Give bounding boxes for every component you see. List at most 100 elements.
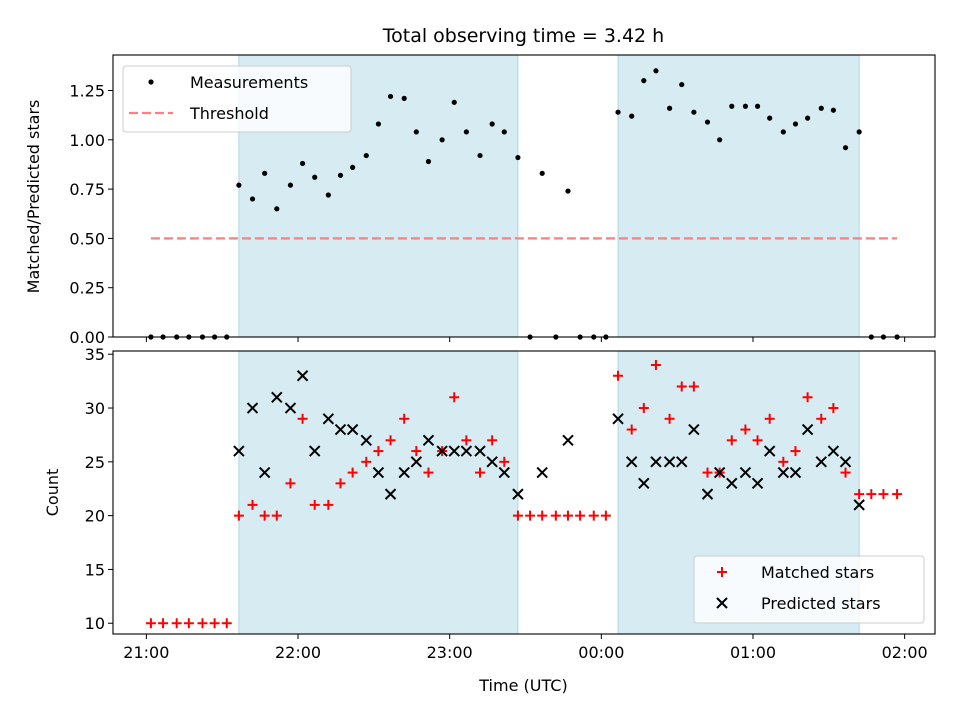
top-point-0-49 — [767, 115, 773, 121]
top-point-0-9 — [262, 170, 268, 176]
bottom-point-1-16 — [436, 445, 448, 457]
bottom-shaded-span-0 — [238, 350, 519, 635]
bottom-point-1-20 — [486, 456, 498, 468]
bottom-point-0-4 — [197, 618, 208, 629]
bottom-point-0-31 — [537, 510, 548, 521]
bottom-point-1-19 — [474, 445, 486, 457]
bottom-point-0-0 — [145, 618, 156, 629]
top-point-0-11 — [287, 182, 294, 188]
bottom-point-1-17 — [448, 445, 460, 457]
bottom-point-1-4 — [284, 402, 297, 414]
bottom-point-0-40 — [650, 359, 661, 370]
bottom-frame — [112, 350, 936, 635]
bottom-legend: Matched stars Predicted stars — [693, 555, 925, 624]
bottom-y-tick-label-1: 15 — [85, 560, 105, 579]
bottom-y-axis-label: Count — [43, 469, 62, 517]
bottom-point-1-18 — [460, 445, 473, 457]
top-point-0-47 — [742, 103, 749, 109]
top-point-0-31 — [539, 170, 545, 176]
top-point-0-19 — [387, 93, 394, 100]
top-point-0-22 — [425, 158, 432, 165]
bottom-point-0-19 — [385, 435, 396, 446]
bottom-point-0-32 — [550, 510, 561, 521]
bottom-point-1-26 — [625, 456, 638, 468]
bottom-legend-label-0: Matched stars — [761, 563, 874, 582]
top-point-0-53 — [818, 105, 824, 111]
bottom-point-0-54 — [828, 403, 839, 414]
bottom-point-1-34 — [726, 477, 738, 490]
top-point-0-44 — [704, 119, 711, 125]
top-legend-box — [122, 65, 352, 133]
top-point-0-43 — [691, 109, 697, 115]
bottom-point-0-41 — [664, 413, 675, 424]
bottom-point-1-43 — [839, 456, 852, 468]
top-point-0-23 — [439, 137, 445, 143]
bottom-point-1-39 — [789, 466, 802, 479]
bottom-point-0-30 — [525, 510, 536, 521]
top-point-0-28 — [501, 129, 507, 135]
top-point-0-13 — [312, 174, 318, 180]
bottom-point-0-55 — [840, 467, 851, 478]
bottom-point-0-6 — [221, 618, 232, 629]
bottom-point-0-13 — [309, 499, 320, 510]
bottom-point-1-35 — [739, 466, 752, 479]
top-y-axis-label: Matched/Predicted stars — [24, 100, 43, 294]
bottom-y-tick-label-3: 25 — [85, 453, 105, 472]
top-frame — [112, 54, 936, 338]
top-y-tick-label-2: 0.50 — [69, 229, 105, 248]
top-point-0-48 — [754, 103, 761, 109]
bottom-point-1-30 — [676, 456, 688, 468]
bottom-y-tick-label-0: 10 — [85, 614, 105, 633]
bottom-point-0-18 — [373, 446, 384, 457]
chart-title: Total observing time = 3.42 h — [382, 25, 664, 47]
bottom-point-1-13 — [398, 466, 410, 479]
bottom-point-0-25 — [461, 435, 472, 446]
bottom-point-0-15 — [335, 478, 346, 489]
top-point-0-14 — [325, 192, 331, 198]
top-point-0-25 — [463, 129, 469, 135]
bottom-point-1-9 — [346, 423, 359, 436]
x-tick-label-4: 01:00 — [730, 643, 776, 662]
bottom-point-1-42 — [827, 445, 840, 457]
top-point-0-33 — [565, 188, 571, 194]
top-legend-label-1: Threshold — [189, 104, 269, 123]
top-point-0-15 — [337, 172, 344, 178]
top-point-0-54 — [830, 107, 836, 113]
bottom-point-1-15 — [422, 434, 435, 447]
bottom-point-0-42 — [676, 381, 687, 392]
top-point-0-40 — [653, 68, 659, 74]
bottom-point-1-24 — [562, 434, 574, 447]
ratio-panel: 0.00 0.25 0.50 0.75 1.00 1.25 Measurements Thre… — [69, 54, 936, 347]
top-point-0-24 — [451, 99, 457, 105]
bottom-point-0-26 — [475, 467, 486, 478]
bottom-point-0-2 — [171, 618, 182, 629]
top-point-0-41 — [666, 105, 673, 111]
bottom-point-1-32 — [701, 488, 714, 500]
bottom-point-0-44 — [702, 467, 713, 478]
top-y-tick-label-1: 0.25 — [69, 279, 105, 298]
bottom-point-0-48 — [752, 435, 763, 446]
bottom-point-1-11 — [372, 466, 385, 479]
bottom-point-0-10 — [271, 510, 282, 521]
bottom-point-0-24 — [449, 392, 460, 403]
bottom-point-0-43 — [688, 381, 699, 392]
x-tick-label-1: 22:00 — [275, 643, 321, 662]
bottom-legend-label-1: Predicted stars — [761, 594, 881, 613]
bottom-point-1-38 — [777, 466, 790, 479]
top-y-tick-label-4: 1.00 — [69, 131, 105, 150]
bottom-point-0-49 — [764, 413, 775, 424]
top-point-0-55 — [842, 145, 849, 151]
bottom-point-1-12 — [384, 488, 397, 500]
bottom-point-0-27 — [487, 435, 498, 446]
bottom-point-0-3 — [183, 618, 194, 629]
bottom-point-1-27 — [638, 477, 650, 490]
top-point-0-18 — [375, 121, 382, 127]
bottom-point-0-56 — [854, 489, 865, 500]
bottom-point-0-14 — [323, 499, 334, 510]
top-point-0-50 — [780, 129, 786, 135]
top-shaded-span-1 — [617, 54, 860, 338]
top-point-0-12 — [299, 160, 306, 167]
bottom-point-1-41 — [815, 456, 827, 468]
top-point-0-8 — [249, 196, 256, 202]
